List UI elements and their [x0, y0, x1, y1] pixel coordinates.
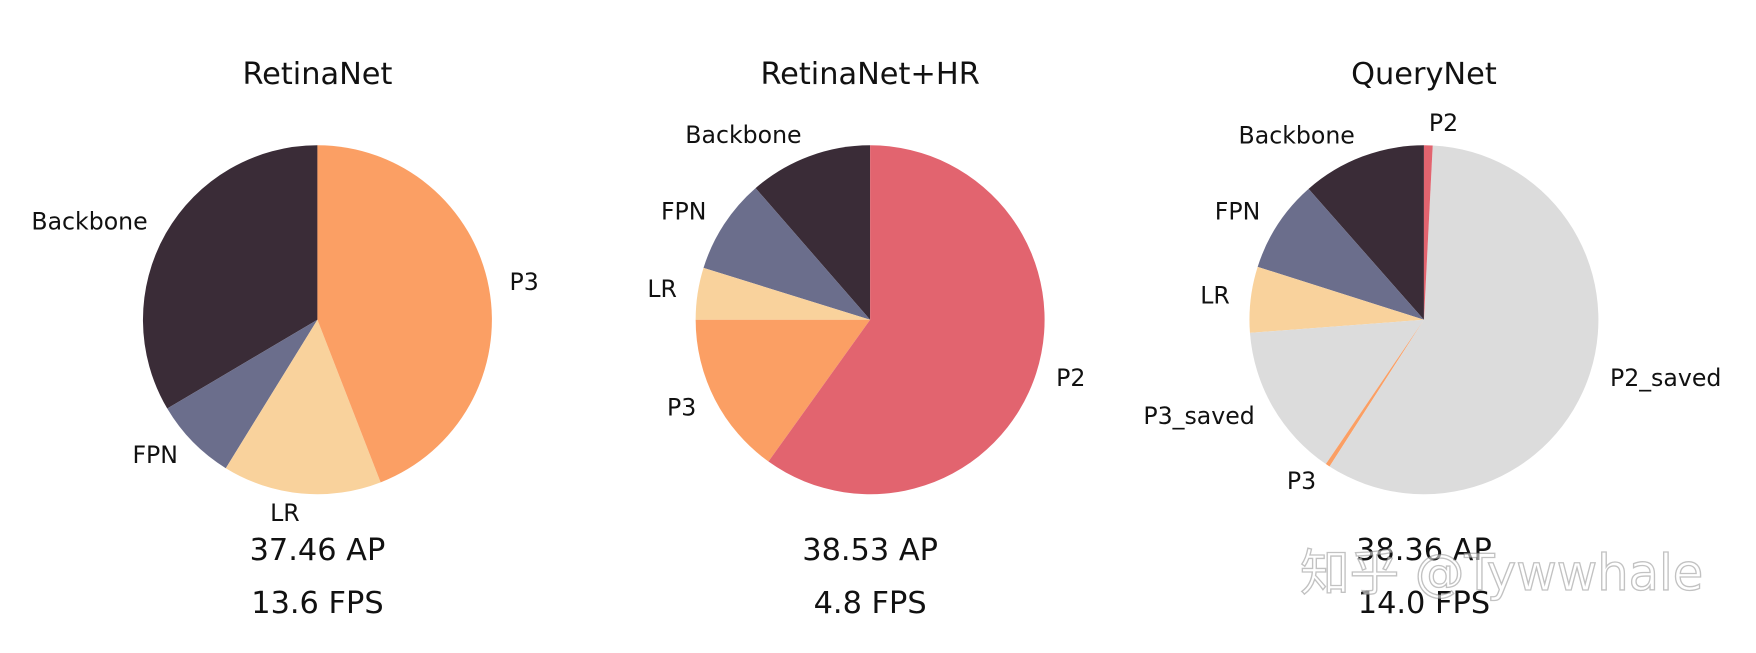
wedge-label: LR — [1200, 282, 1230, 310]
annotation: 38.36 AP — [1356, 533, 1492, 568]
pie-wedge — [142, 145, 318, 409]
pie-wedge — [703, 188, 871, 320]
wedge-label: P2 — [1429, 109, 1458, 137]
annotation: 13.6 FPS — [251, 586, 383, 621]
wedge-label: P3_saved — [1143, 402, 1254, 430]
pie-wedge — [1325, 319, 1424, 467]
annotation: 4.8 FPS — [814, 586, 927, 621]
pie-wedge — [695, 319, 871, 462]
pie-wedge — [1329, 145, 1599, 495]
annotation: 38.53 AP — [802, 533, 938, 568]
pie-wedge — [768, 145, 1045, 495]
pie-wedge — [317, 145, 492, 483]
wedge-label: Backbone — [31, 207, 147, 235]
pie-wedge — [225, 319, 381, 495]
pie-wedge — [1423, 145, 1433, 320]
wedge-label: Backbone — [685, 121, 801, 149]
wedge-label: LR — [647, 275, 677, 303]
annotation: 37.46 AP — [250, 533, 386, 568]
pie-wedge — [1308, 145, 1424, 320]
wedge-label: P3 — [509, 268, 538, 296]
pie-wedge — [1257, 188, 1424, 320]
annotation: 14.0 FPS — [1358, 586, 1490, 621]
chart-title: QueryNet — [1351, 57, 1497, 92]
chart-title: RetinaNet+HR — [760, 57, 979, 92]
wedge-label: LR — [270, 499, 300, 527]
pie-wedge — [1249, 319, 1424, 465]
chart-title: RetinaNet — [242, 57, 392, 92]
watermark: 知乎 @Tywwhale — [1300, 544, 1703, 602]
pie-wedge — [755, 145, 871, 320]
wedge-label: P2_saved — [1610, 364, 1721, 392]
pie-wedge — [167, 319, 318, 469]
wedge-label: FPN — [132, 441, 178, 469]
wedge-label: P3 — [667, 394, 696, 422]
wedge-label: Backbone — [1239, 121, 1355, 149]
pie-wedge — [695, 267, 871, 320]
wedge-label: P2 — [1056, 364, 1085, 392]
wedge-label: FPN — [661, 197, 707, 225]
pie-wedge — [1249, 266, 1424, 333]
wedge-label: FPN — [1215, 197, 1261, 225]
wedge-label: P3 — [1287, 467, 1316, 495]
